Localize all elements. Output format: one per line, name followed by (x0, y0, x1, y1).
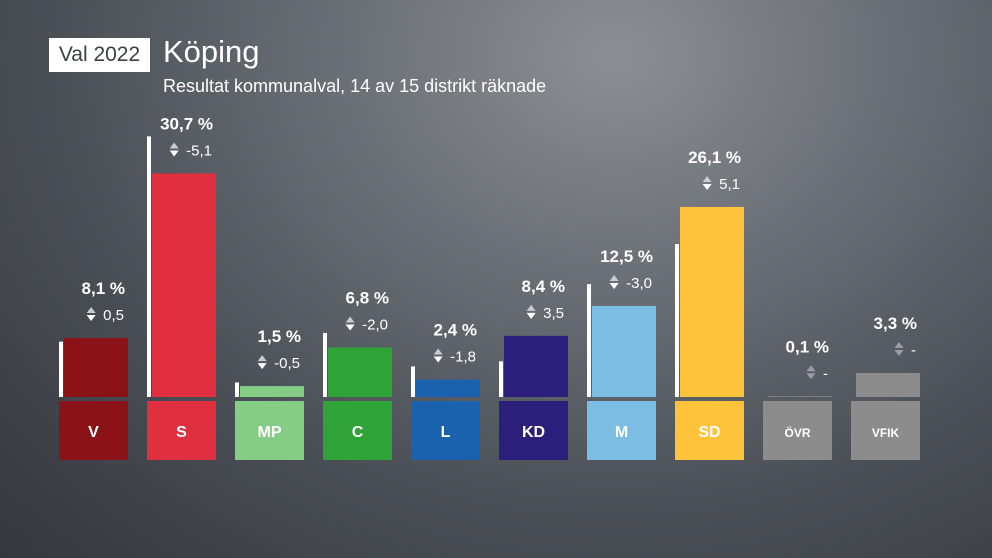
previous-result-marker-mp (235, 382, 239, 397)
bar-mp (240, 386, 304, 397)
arrow-up-icon (433, 348, 443, 355)
party-box-l (411, 401, 480, 460)
arrow-down-icon (806, 373, 816, 380)
value-label-övr: 0,1 % (786, 337, 829, 356)
change-label-l: -1,8 (450, 349, 476, 366)
party-box-vfik (851, 401, 920, 460)
previous-result-marker-s (147, 136, 151, 398)
bar-kd (504, 335, 568, 397)
previous-result-marker-v (59, 341, 63, 397)
party-label-m: M (615, 424, 628, 441)
value-label-v: 8,1 % (82, 279, 125, 298)
arrow-down-icon (345, 324, 355, 331)
party-box-mp (235, 401, 304, 460)
up-down-arrows-icon (345, 316, 355, 331)
arrow-up-icon (702, 175, 712, 182)
bar-l (416, 379, 480, 397)
up-down-arrows-icon (169, 142, 179, 157)
previous-result-marker-sd (675, 244, 679, 397)
party-label-l: L (441, 424, 451, 441)
party-box-m (587, 401, 656, 460)
up-down-arrows-icon (433, 348, 443, 363)
party-box-v (59, 401, 128, 460)
value-label-m: 12,5 % (600, 247, 653, 266)
page-title: Köping (163, 34, 260, 69)
party-label-c: C (352, 424, 364, 441)
change-label-kd: 3,5 (543, 305, 564, 322)
arrow-up-icon (169, 142, 179, 149)
party-box-s (147, 401, 216, 460)
arrow-up-icon (526, 304, 536, 311)
arrow-down-icon (257, 363, 267, 370)
change-label-c: -2,0 (362, 316, 388, 333)
previous-result-marker-c (323, 332, 327, 397)
arrow-down-icon (169, 150, 179, 157)
arrow-down-icon (526, 312, 536, 319)
up-down-arrows-icon (609, 274, 619, 289)
value-label-l: 2,4 % (434, 321, 477, 340)
up-down-arrows-icon (894, 341, 904, 356)
party-box-övr (763, 401, 832, 460)
change-label-m: -3,0 (626, 275, 652, 292)
value-label-sd: 26,1 % (688, 148, 741, 167)
previous-result-marker-kd (499, 361, 503, 397)
bar-m (592, 305, 656, 397)
election-badge: Val 2022 (49, 38, 150, 72)
change-label-v: 0,5 (103, 307, 124, 324)
party-label-sd: SD (698, 424, 720, 441)
arrow-down-icon (433, 356, 443, 363)
arrow-down-icon (86, 315, 96, 322)
change-label-sd: 5,1 (719, 176, 740, 193)
value-label-kd: 8,4 % (522, 277, 565, 296)
up-down-arrows-icon (526, 304, 536, 319)
bar-c (328, 347, 392, 397)
arrow-up-icon (609, 274, 619, 281)
bar-s (152, 173, 216, 397)
party-label-vfik: VFIK (872, 426, 900, 440)
arrow-down-icon (609, 282, 619, 289)
value-label-mp: 1,5 % (258, 327, 301, 346)
party-label-övr: ÖVR (784, 425, 810, 440)
previous-result-marker-m (587, 284, 591, 397)
arrow-up-icon (257, 355, 267, 362)
party-label-s: S (176, 424, 187, 441)
arrow-up-icon (894, 341, 904, 348)
arrow-down-icon (894, 349, 904, 356)
party-label-mp: MP (258, 424, 282, 441)
arrow-up-icon (345, 316, 355, 323)
bar-övr (768, 396, 832, 397)
bar-v (64, 338, 128, 397)
party-label-kd: KD (522, 424, 545, 441)
bar-sd (680, 206, 744, 397)
change-label-mp: -0,5 (274, 355, 300, 372)
up-down-arrows-icon (257, 355, 267, 370)
value-label-c: 6,8 % (346, 288, 389, 307)
value-label-s: 30,7 % (160, 114, 213, 133)
bar-vfik (856, 372, 920, 397)
party-box-kd (499, 401, 568, 460)
up-down-arrows-icon (86, 307, 96, 322)
up-down-arrows-icon (702, 175, 712, 190)
change-label-vfik: - (911, 342, 916, 359)
up-down-arrows-icon (806, 365, 816, 380)
change-label-övr: - (823, 365, 828, 382)
previous-result-marker-l (411, 366, 415, 397)
party-box-c (323, 401, 392, 460)
arrow-down-icon (702, 183, 712, 190)
arrow-up-icon (806, 365, 816, 372)
change-label-s: -5,1 (186, 142, 212, 159)
page-subtitle: Resultat kommunalval, 14 av 15 distrikt … (163, 76, 547, 96)
arrow-up-icon (86, 307, 96, 314)
party-label-v: V (88, 424, 99, 441)
value-label-vfik: 3,3 % (874, 314, 917, 333)
party-box-sd (675, 401, 744, 460)
